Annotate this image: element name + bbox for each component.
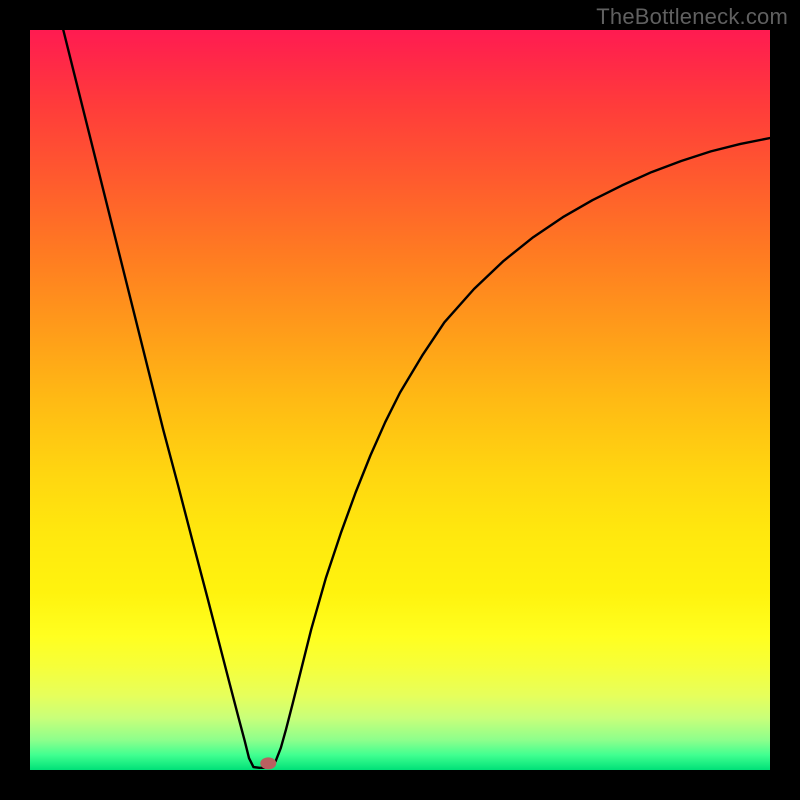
chart-frame: TheBottleneck.com <box>0 0 800 800</box>
plot-area <box>30 30 770 770</box>
optimal-point-marker <box>260 757 276 769</box>
watermark-text: TheBottleneck.com <box>596 4 788 30</box>
gradient-background <box>30 30 770 770</box>
chart-svg <box>30 30 770 770</box>
